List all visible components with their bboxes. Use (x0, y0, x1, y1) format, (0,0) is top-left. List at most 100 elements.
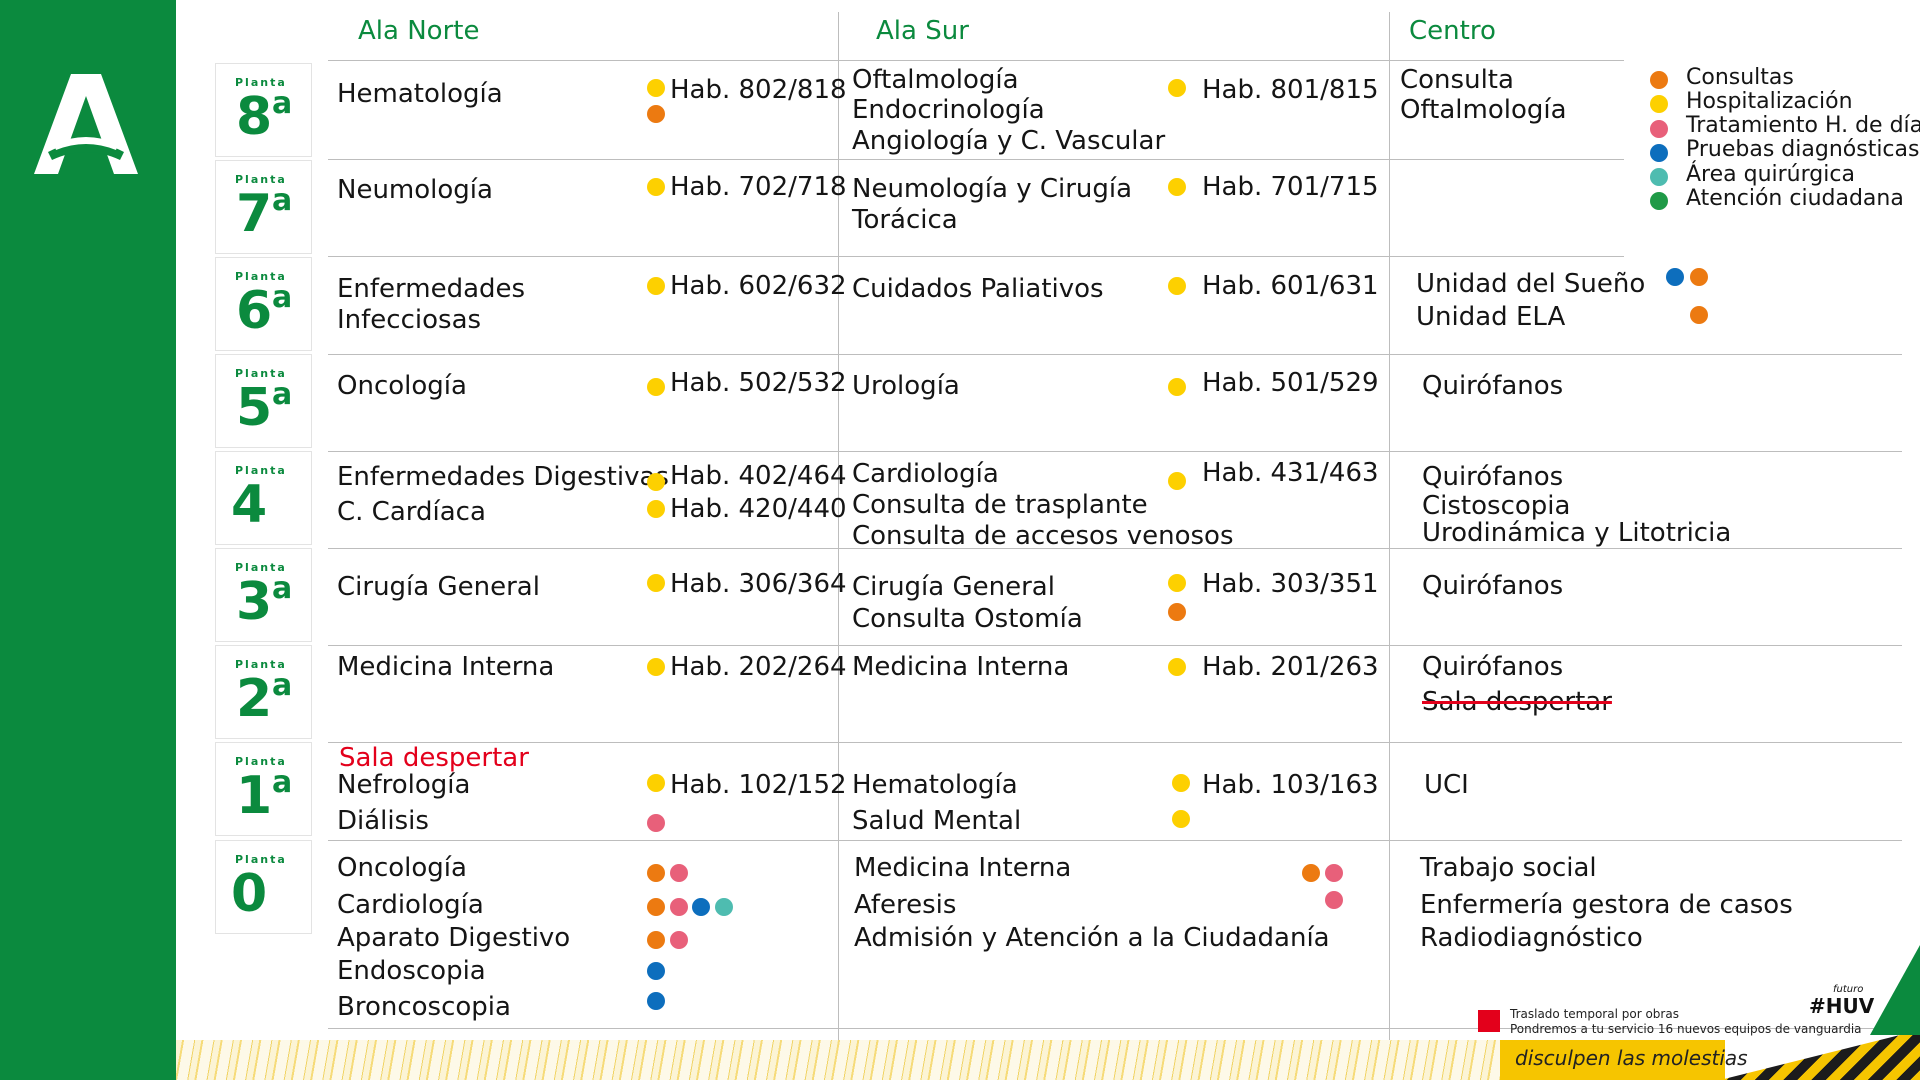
hospitalizacion-dot (647, 178, 665, 196)
service-label: UCI (1424, 770, 1469, 800)
hospitalizacion-dot (1172, 774, 1190, 792)
relocated-service-label: Sala despertar (1422, 687, 1612, 717)
room-range: Hab. 601/631 (1202, 271, 1379, 301)
service-label: Unidad del Sueño (1416, 269, 1645, 299)
floor-number: 5 (236, 379, 272, 437)
floor-2-label: Planta 2 a (215, 645, 312, 739)
room-range: Hab. 701/715 (1202, 172, 1379, 202)
service-label: Urodinámica y Litotricia (1422, 518, 1731, 548)
hospitalizacion-dot (1168, 378, 1186, 396)
service-label: Endocrinología (852, 95, 1045, 125)
floor-4-label: Planta 4 (215, 451, 312, 545)
column-header-ala-norte: Ala Norte (358, 16, 479, 46)
tratamiento-dot (647, 814, 665, 832)
row-divider (328, 256, 1624, 257)
room-range: Hab. 702/718 (670, 172, 847, 202)
hospitalizacion-dot (647, 79, 665, 97)
service-label: Trabajo social (1420, 853, 1597, 883)
hospitalizacion-dot (1168, 178, 1186, 196)
hospitalizacion-dot (647, 378, 665, 396)
row-divider (328, 60, 1624, 61)
tratamiento-dot (670, 931, 688, 949)
floor-6-label: Planta 6 a (215, 257, 312, 351)
room-range: Hab. 303/351 (1202, 569, 1379, 599)
service-label: Consulta de accesos venosos (852, 521, 1234, 551)
hospitalizacion-dot (1168, 277, 1186, 295)
pruebas-dot (647, 992, 665, 1010)
service-label: Hematología (852, 770, 1018, 800)
relocation-note: Traslado temporal por obras (1510, 1007, 1679, 1022)
service-label: Cardiología (337, 890, 484, 920)
relocated-service-label: Sala despertar (339, 743, 529, 773)
service-label: Cirugía General (852, 572, 1055, 602)
service-label: Oncología (337, 371, 467, 401)
huv-logo-big-text: #HUV (1809, 994, 1874, 1018)
construction-stripes (1720, 1030, 1920, 1080)
floor-ordinal: a (272, 571, 292, 606)
service-label: Nefrología (337, 770, 470, 800)
sand-texture-strip (176, 1040, 1506, 1080)
floor-number: 0 (231, 865, 267, 923)
service-label: Urología (852, 371, 960, 401)
service-label: Cardiología (852, 459, 999, 489)
service-label: Consulta Ostomía (852, 604, 1083, 634)
floor-1-label: Planta 1 a (215, 742, 312, 836)
service-label: Neumología (337, 175, 493, 205)
consultas-dot (1690, 268, 1708, 286)
service-label: Cirugía General (337, 572, 540, 602)
service-label: Hematología (337, 79, 503, 109)
equipment-note: Pondremos a tu servicio 16 nuevos equipo… (1510, 1022, 1862, 1037)
hospitalizacion-dot (1172, 810, 1190, 828)
junta-andalucia-logo-icon (34, 74, 138, 174)
hospitalizacion-dot (647, 500, 665, 518)
service-label: Unidad ELA (1416, 302, 1565, 332)
legend-dot-consultas (1650, 71, 1668, 89)
floor-ordinal: a (272, 765, 292, 800)
column-header-centro: Centro (1409, 16, 1496, 46)
floor-number: 8 (236, 88, 272, 146)
room-range: Hab. 201/263 (1202, 652, 1379, 682)
floor-ordinal: a (272, 280, 292, 315)
service-label: Quirófanos (1422, 571, 1563, 601)
floor-number: 6 (236, 282, 272, 340)
hospitalizacion-dot (647, 774, 665, 792)
hospitalizacion-dot (1168, 472, 1186, 490)
row-divider (328, 451, 1902, 452)
room-range: Hab. 420/440 (670, 494, 847, 524)
hospitalizacion-dot (647, 658, 665, 676)
floor-7-label: Planta 7 a (215, 160, 312, 254)
hospitalizacion-dot (647, 473, 665, 491)
apology-banner-text: disculpen las molestias (1515, 1046, 1748, 1070)
row-divider (328, 645, 1902, 646)
pruebas-dot (1666, 268, 1684, 286)
service-label: Angiología y C. Vascular (852, 126, 1165, 156)
service-label: Aparato Digestivo (337, 923, 570, 953)
service-label: Consulta de trasplante (852, 490, 1148, 520)
hospitalizacion-dot (647, 574, 665, 592)
hospitalizacion-dot (1168, 79, 1186, 97)
service-label: C. Cardíaca (337, 497, 486, 527)
pruebas-dot (692, 898, 710, 916)
service-label: Infecciosas (337, 305, 481, 335)
service-label: Oncología (337, 853, 467, 883)
room-range: Hab. 103/163 (1202, 770, 1379, 800)
hospitalizacion-dot (1168, 574, 1186, 592)
floor-number: 7 (236, 185, 272, 243)
tratamiento-dot (1325, 864, 1343, 882)
floor-3-label: Planta 3 a (215, 548, 312, 642)
service-label: Neumología y Cirugía (852, 174, 1132, 204)
consultas-dot (647, 105, 665, 123)
tratamiento-dot (670, 898, 688, 916)
floor-ordinal: a (272, 86, 292, 121)
room-range: Hab. 501/529 (1202, 368, 1379, 398)
legend-dot-quirurgica (1650, 168, 1668, 186)
futuro-huv-logo: futuro #HUV (1805, 982, 1875, 1022)
service-label: Enfermedades Digestivas (337, 462, 669, 492)
column-divider (838, 12, 839, 1040)
floor-number: 1 (236, 767, 272, 825)
legend-label-consultas: Consultas (1686, 66, 1794, 90)
row-divider (328, 354, 1902, 355)
service-label: Quirófanos (1422, 462, 1563, 492)
service-label: Cistoscopia (1422, 491, 1570, 521)
floor-8-label: Planta 8 a (215, 63, 312, 157)
